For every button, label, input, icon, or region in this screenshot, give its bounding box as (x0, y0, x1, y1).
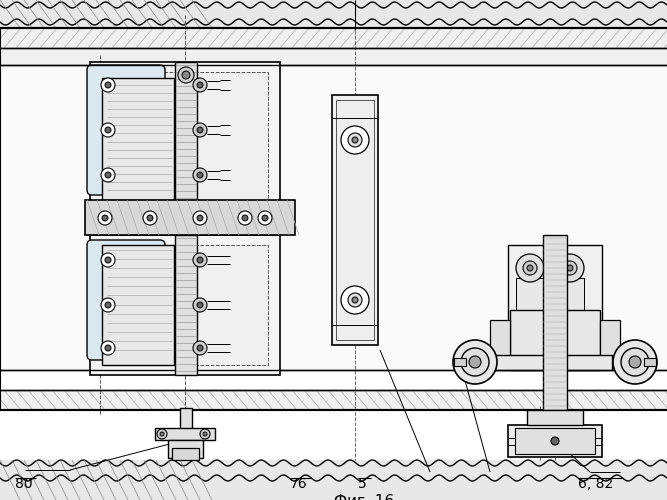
Bar (508, 425, 602, 457)
Circle shape (197, 127, 203, 133)
Circle shape (102, 215, 108, 221)
Text: 80: 80 (15, 477, 33, 491)
Circle shape (197, 82, 203, 88)
Circle shape (105, 172, 111, 178)
Bar (332, 95, 378, 345)
Bar (90, 235, 280, 375)
Circle shape (461, 348, 489, 376)
Circle shape (563, 261, 577, 275)
Circle shape (197, 257, 203, 263)
Circle shape (262, 215, 268, 221)
Circle shape (341, 126, 369, 154)
Bar (90, 62, 280, 217)
Circle shape (527, 265, 533, 271)
Circle shape (258, 211, 272, 225)
Bar (0, 460, 667, 500)
Text: Фиг. 16: Фиг. 16 (334, 494, 394, 500)
Circle shape (193, 298, 207, 312)
Circle shape (238, 211, 252, 225)
Circle shape (101, 341, 115, 355)
Circle shape (629, 356, 641, 368)
Circle shape (348, 293, 362, 307)
Circle shape (203, 432, 207, 436)
Text: 76: 76 (290, 477, 307, 491)
Bar (102, 245, 268, 365)
Bar (490, 320, 510, 365)
Circle shape (352, 297, 358, 303)
Bar (180, 408, 192, 430)
Bar (0, 390, 667, 410)
Bar (0, 65, 667, 370)
Bar (102, 78, 174, 200)
Bar (543, 235, 567, 410)
Circle shape (182, 71, 190, 79)
Bar (454, 358, 466, 366)
Circle shape (453, 340, 497, 384)
Circle shape (556, 254, 584, 282)
Circle shape (193, 123, 207, 137)
Circle shape (147, 215, 153, 221)
Circle shape (621, 348, 649, 376)
Circle shape (200, 429, 210, 439)
Circle shape (105, 345, 111, 351)
Bar (155, 428, 215, 440)
Circle shape (101, 123, 115, 137)
Bar (527, 410, 583, 425)
Circle shape (101, 298, 115, 312)
Circle shape (193, 78, 207, 92)
Bar (102, 72, 268, 207)
Bar (0, 28, 667, 65)
Circle shape (101, 168, 115, 182)
Bar (515, 428, 595, 454)
FancyBboxPatch shape (87, 65, 165, 195)
Circle shape (101, 78, 115, 92)
Bar (644, 358, 656, 366)
Circle shape (567, 265, 573, 271)
Circle shape (105, 257, 111, 263)
Bar (85, 200, 295, 235)
Text: 5: 5 (358, 477, 367, 491)
Circle shape (193, 211, 207, 225)
Circle shape (105, 82, 111, 88)
Bar (510, 310, 600, 370)
Bar (0, 0, 667, 28)
Bar (168, 440, 203, 458)
Circle shape (197, 172, 203, 178)
Bar (556, 278, 584, 325)
Circle shape (516, 254, 544, 282)
Circle shape (193, 168, 207, 182)
FancyBboxPatch shape (87, 240, 165, 360)
Circle shape (613, 340, 657, 384)
Circle shape (197, 345, 203, 351)
Bar (172, 448, 199, 460)
Bar (600, 320, 620, 365)
Circle shape (178, 67, 194, 83)
Circle shape (242, 215, 248, 221)
Circle shape (143, 211, 157, 225)
Circle shape (341, 286, 369, 314)
Circle shape (523, 261, 537, 275)
Circle shape (157, 429, 167, 439)
Bar (516, 278, 544, 325)
Text: 6, 82: 6, 82 (578, 477, 613, 491)
Bar (102, 245, 174, 365)
Circle shape (105, 127, 111, 133)
Circle shape (101, 253, 115, 267)
Bar (508, 245, 602, 325)
Circle shape (98, 211, 112, 225)
Circle shape (193, 341, 207, 355)
Circle shape (197, 215, 203, 221)
Bar (336, 100, 374, 340)
Circle shape (551, 437, 559, 445)
Bar (175, 235, 197, 375)
Circle shape (352, 137, 358, 143)
Circle shape (105, 302, 111, 308)
Circle shape (469, 356, 481, 368)
Circle shape (193, 253, 207, 267)
Bar (175, 62, 197, 217)
Bar (458, 355, 612, 370)
Circle shape (197, 302, 203, 308)
Circle shape (160, 432, 164, 436)
Circle shape (348, 133, 362, 147)
